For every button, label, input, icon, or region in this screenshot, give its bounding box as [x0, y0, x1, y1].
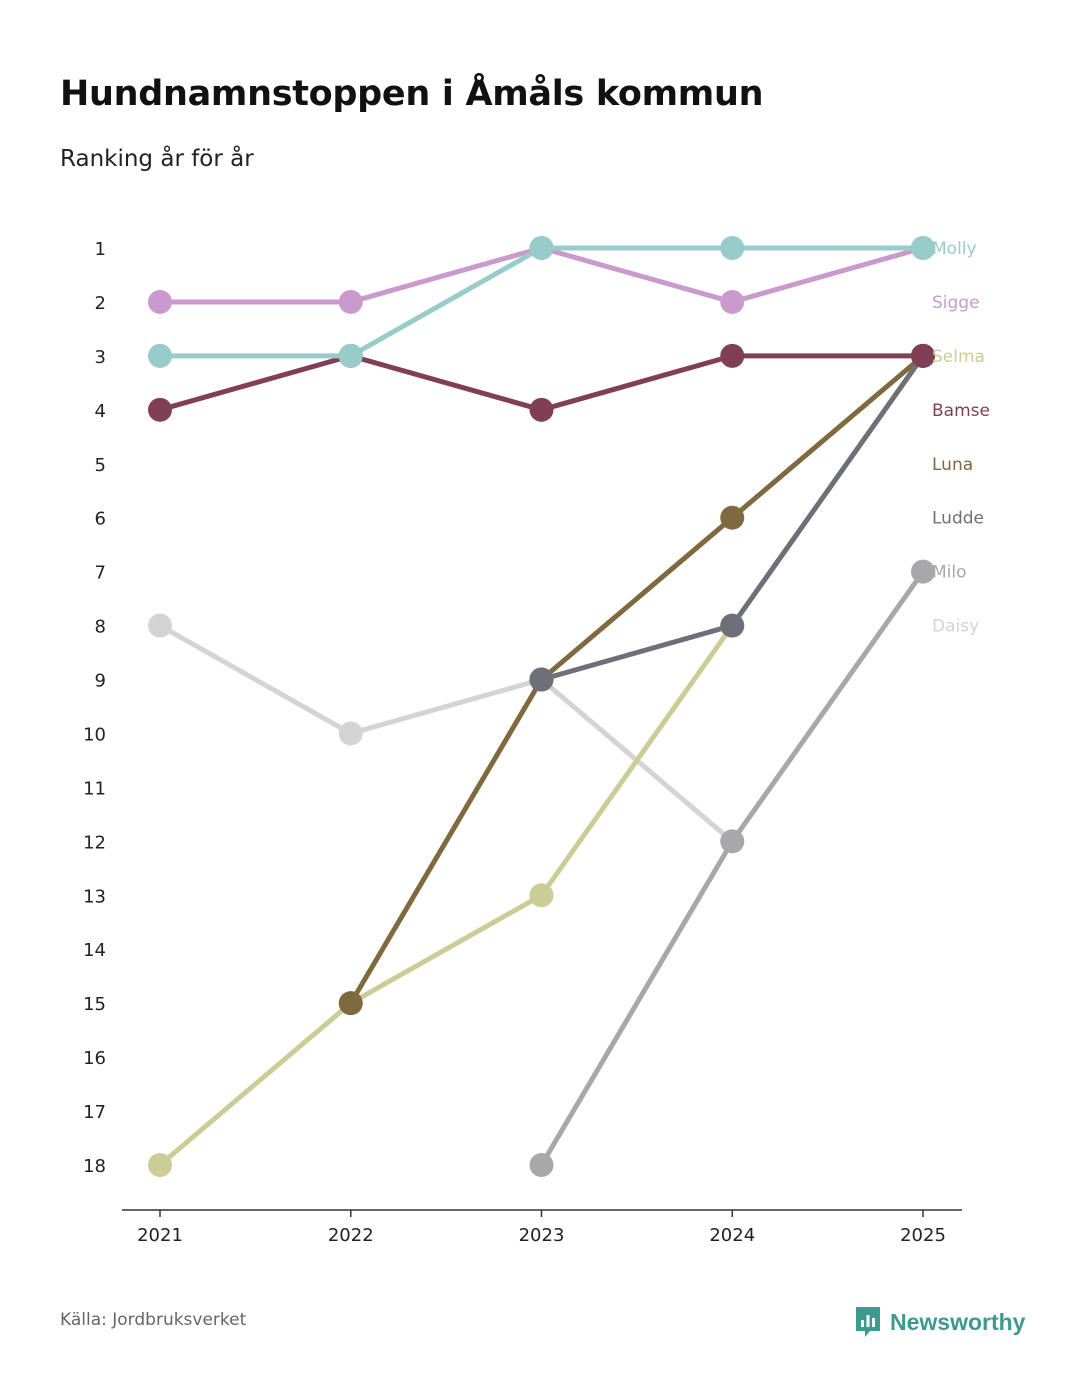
x-tick-label: 2025: [900, 1225, 946, 1246]
y-tick-label: 11: [83, 778, 106, 799]
y-tick-label: 17: [83, 1102, 106, 1123]
point-molly-2024: [720, 236, 745, 260]
y-tick-label: 7: [95, 563, 106, 584]
x-tick-label: 2024: [709, 1225, 755, 1246]
point-molly-2023: [529, 236, 554, 260]
series-label-daisy: Daisy: [932, 617, 979, 637]
series-label-ludde: Ludde: [932, 509, 984, 529]
point-milo-2024: [720, 829, 745, 854]
series-label-sigge: Sigge: [932, 293, 980, 313]
series-line-milo: [539, 569, 926, 1168]
x-tick-label: 2023: [519, 1225, 565, 1246]
point-ludde-2024: [720, 613, 745, 638]
chart-subtitle: Ranking år för år: [60, 146, 254, 172]
point-daisy-2022: [338, 721, 363, 746]
y-tick-label: 12: [83, 832, 106, 853]
point-selma-2023: [529, 883, 554, 908]
point-molly-2021: [148, 343, 172, 368]
y-tick-label: 13: [83, 886, 106, 907]
y-tick-label: 10: [83, 724, 106, 745]
point-milo-2025: [911, 559, 935, 584]
point-luna-2022: [338, 991, 363, 1016]
series-label-selma: Selma: [932, 347, 985, 367]
y-tick-label: 15: [83, 994, 106, 1015]
point-bamse-2023: [529, 397, 554, 422]
series-label-milo: Milo: [932, 563, 967, 583]
newsworthy-logo-icon: [856, 1307, 880, 1337]
point-molly-2022: [338, 343, 363, 368]
point-bamse-2021: [148, 397, 172, 422]
y-tick-label: 9: [95, 671, 106, 692]
source-note: Källa: Jordbruksverket: [60, 1310, 247, 1330]
point-bamse-2025: [911, 343, 935, 368]
brand-name: Newsworthy: [890, 1308, 1026, 1335]
x-tick-label: 2022: [328, 1225, 374, 1246]
series-lines: [157, 245, 926, 1168]
series-points: [148, 236, 935, 1177]
y-tick-label: 14: [83, 940, 106, 961]
x-axis: 2021 2022 2023 2024 2025: [122, 1209, 962, 1246]
series-label-bamse: Bamse: [932, 401, 990, 421]
point-luna-2024: [720, 505, 745, 530]
series-labels: Molly Sigge Selma Bamse Luna Ludde Milo Daisy: [932, 239, 990, 637]
chart-title: Hundnamnstoppen i Åmåls kommun: [60, 74, 764, 114]
y-tick-label: 18: [83, 1156, 106, 1177]
point-sigge-2021: [148, 289, 172, 314]
point-molly-2025: [911, 236, 935, 260]
point-sigge-2022: [338, 289, 363, 314]
series-label-luna: Luna: [932, 455, 973, 475]
y-tick-label: 4: [95, 401, 106, 422]
y-tick-label: 8: [95, 617, 106, 638]
point-selma-2021: [148, 1152, 172, 1177]
x-tick-label: 2021: [137, 1225, 183, 1246]
point-ludde-2023: [529, 667, 554, 692]
series-label-molly: Molly: [932, 239, 977, 259]
series-line-luna: [348, 353, 926, 1006]
y-tick-label: 1: [95, 239, 106, 260]
point-daisy-2021: [148, 613, 172, 638]
y-tick-label: 16: [83, 1048, 106, 1069]
y-tick-label: 5: [95, 455, 106, 476]
series-line-selma: [157, 353, 926, 1168]
brand-logo: Newsworthy: [854, 1305, 1025, 1339]
y-tick-label: 3: [95, 347, 106, 368]
series-line-daisy: [157, 623, 735, 844]
point-milo-2023: [529, 1152, 554, 1177]
point-bamse-2024: [720, 343, 745, 368]
y-tick-label: 2: [95, 293, 106, 314]
y-tick-label: 6: [95, 509, 106, 530]
point-sigge-2024: [720, 289, 745, 314]
